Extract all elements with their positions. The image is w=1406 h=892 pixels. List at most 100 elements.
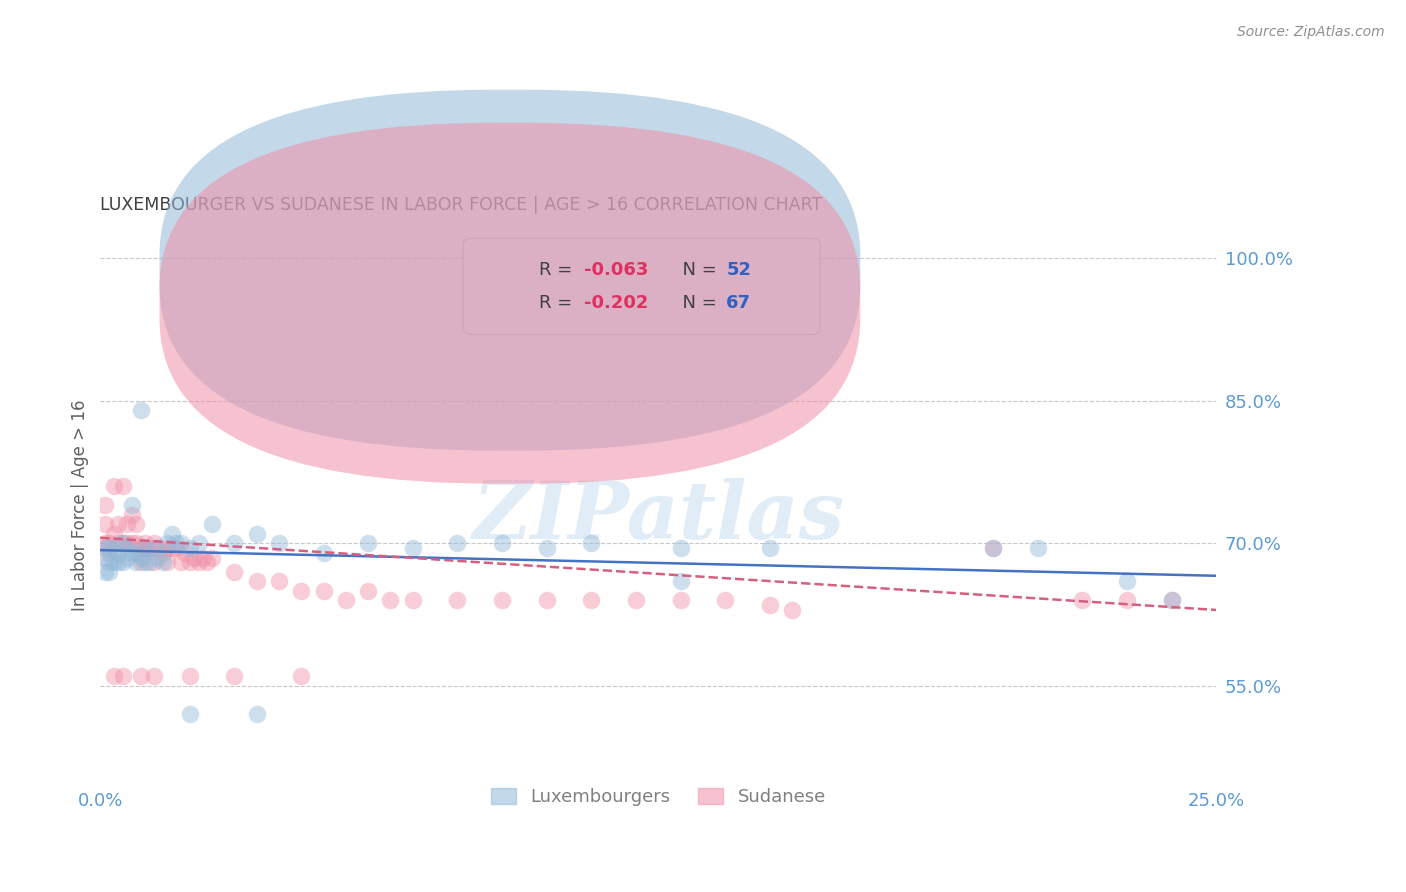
FancyBboxPatch shape xyxy=(159,123,860,483)
Legend: Luxembourgers, Sudanese: Luxembourgers, Sudanese xyxy=(484,780,832,814)
FancyBboxPatch shape xyxy=(463,238,820,334)
Point xyxy=(402,593,425,607)
Point xyxy=(142,541,165,556)
Point xyxy=(156,556,179,570)
Point xyxy=(165,536,187,550)
Point xyxy=(152,556,174,570)
Point xyxy=(624,593,647,607)
Point xyxy=(201,550,224,565)
Point xyxy=(115,541,138,556)
Point xyxy=(312,584,335,599)
Point xyxy=(669,574,692,589)
Point xyxy=(94,541,117,556)
Point xyxy=(380,593,402,607)
Point xyxy=(121,499,143,513)
Text: -0.063: -0.063 xyxy=(583,261,648,279)
Point xyxy=(142,556,165,570)
Point xyxy=(290,669,312,683)
Point xyxy=(129,550,152,565)
Point xyxy=(669,593,692,607)
Point xyxy=(312,546,335,560)
Point xyxy=(115,517,138,532)
Point xyxy=(107,546,129,560)
Point xyxy=(103,527,125,541)
Point xyxy=(183,550,205,565)
Point xyxy=(1116,593,1139,607)
Point xyxy=(111,479,134,493)
Point xyxy=(94,536,117,550)
Point xyxy=(536,541,558,556)
Point xyxy=(491,536,513,550)
Point xyxy=(179,707,201,722)
Point xyxy=(107,517,129,532)
Point xyxy=(165,541,187,556)
Point xyxy=(357,536,380,550)
Point xyxy=(981,541,1004,556)
Point xyxy=(245,527,267,541)
Point xyxy=(115,550,138,565)
Point xyxy=(125,536,148,550)
Point xyxy=(121,536,143,550)
Point xyxy=(94,499,117,513)
Point xyxy=(94,550,117,565)
Point xyxy=(129,403,152,417)
Point xyxy=(115,536,138,550)
Point xyxy=(98,541,121,556)
Text: 52: 52 xyxy=(727,261,751,279)
Text: R =: R = xyxy=(538,294,578,312)
Point xyxy=(111,536,134,550)
Point xyxy=(290,584,312,599)
Point xyxy=(179,669,201,683)
Point xyxy=(134,556,156,570)
Point xyxy=(714,593,737,607)
Text: N =: N = xyxy=(671,294,723,312)
Point xyxy=(1026,541,1049,556)
Text: -0.202: -0.202 xyxy=(583,294,648,312)
Text: ZIPatlas: ZIPatlas xyxy=(472,478,845,555)
Point xyxy=(669,541,692,556)
Point xyxy=(156,536,179,550)
Text: 67: 67 xyxy=(727,294,751,312)
Point xyxy=(191,550,214,565)
Point xyxy=(129,556,152,570)
Point xyxy=(491,593,513,607)
Point xyxy=(156,541,179,556)
Point xyxy=(129,541,152,556)
Point xyxy=(134,541,156,556)
Point xyxy=(201,517,224,532)
Point xyxy=(103,556,125,570)
Point xyxy=(98,536,121,550)
Point xyxy=(142,536,165,550)
Point xyxy=(179,541,201,556)
Point xyxy=(98,546,121,560)
Point xyxy=(94,565,117,579)
Point xyxy=(267,536,290,550)
Point xyxy=(103,541,125,556)
Point xyxy=(780,603,803,617)
Text: R =: R = xyxy=(538,261,578,279)
Point xyxy=(759,599,782,613)
Point xyxy=(138,541,160,556)
Point xyxy=(129,669,152,683)
Point xyxy=(187,536,209,550)
Text: N =: N = xyxy=(671,261,723,279)
Y-axis label: In Labor Force | Age > 16: In Labor Force | Age > 16 xyxy=(72,400,89,611)
Point xyxy=(125,546,148,560)
Point xyxy=(759,541,782,556)
Point xyxy=(197,556,219,570)
Point xyxy=(138,556,160,570)
Point xyxy=(179,556,201,570)
Point xyxy=(125,556,148,570)
Point xyxy=(245,574,267,589)
Point xyxy=(245,707,267,722)
Text: Source: ZipAtlas.com: Source: ZipAtlas.com xyxy=(1237,25,1385,39)
Point xyxy=(267,574,290,589)
Point xyxy=(160,527,183,541)
Point xyxy=(94,517,117,532)
Point xyxy=(446,536,468,550)
Point xyxy=(107,536,129,550)
Point xyxy=(402,541,425,556)
Point xyxy=(446,593,468,607)
Point xyxy=(581,593,603,607)
Point xyxy=(1071,593,1094,607)
